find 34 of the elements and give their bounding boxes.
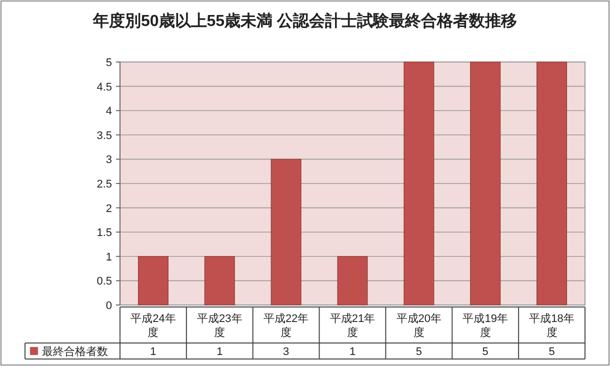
y-tick-label: 4.5 [96,81,112,94]
data-label: 5 [548,346,555,358]
y-tick-label: 0 [106,300,112,312]
y-tick-label: 2 [106,202,112,215]
x-tick-label: 平成20年度 [396,312,442,339]
y-tick-label: 4 [106,106,112,118]
y-tick-label: 3 [106,154,112,166]
chart-title: 年度別50歳以上55歳未満 公認会計士試験最終合格者数推移 [92,11,518,30]
x-tick-label: 平成23年度 [197,312,242,339]
data-label: 1 [216,346,223,358]
x-tick-label: 平成18年度 [529,312,574,339]
x-tick-label: 平成22年度 [263,312,309,339]
x-tick-label: 平成21年度 [330,312,376,339]
bar [536,62,568,306]
y-tick-label: 1.5 [96,227,112,240]
x-tick-label: 平成19年度 [462,312,508,339]
bar [138,256,168,306]
y-tick-label: 3.5 [96,130,112,142]
data-label: 5 [482,346,488,358]
y-tick-label: 1 [106,251,112,264]
data-label: 5 [416,346,422,358]
bar [270,158,302,306]
data-label: 3 [283,346,290,358]
bar [204,256,235,306]
bar [337,256,368,306]
y-tick-label: 5 [106,57,112,69]
legend-label: 最終合格者数 [42,345,108,358]
data-label: 1 [349,346,356,358]
bar [404,62,434,306]
data-label: 1 [150,346,156,358]
y-tick-label: 2.5 [96,178,112,190]
y-tick-label: 0.5 [96,276,112,288]
bar [470,62,501,306]
x-tick-label: 平成24年度 [130,312,176,339]
